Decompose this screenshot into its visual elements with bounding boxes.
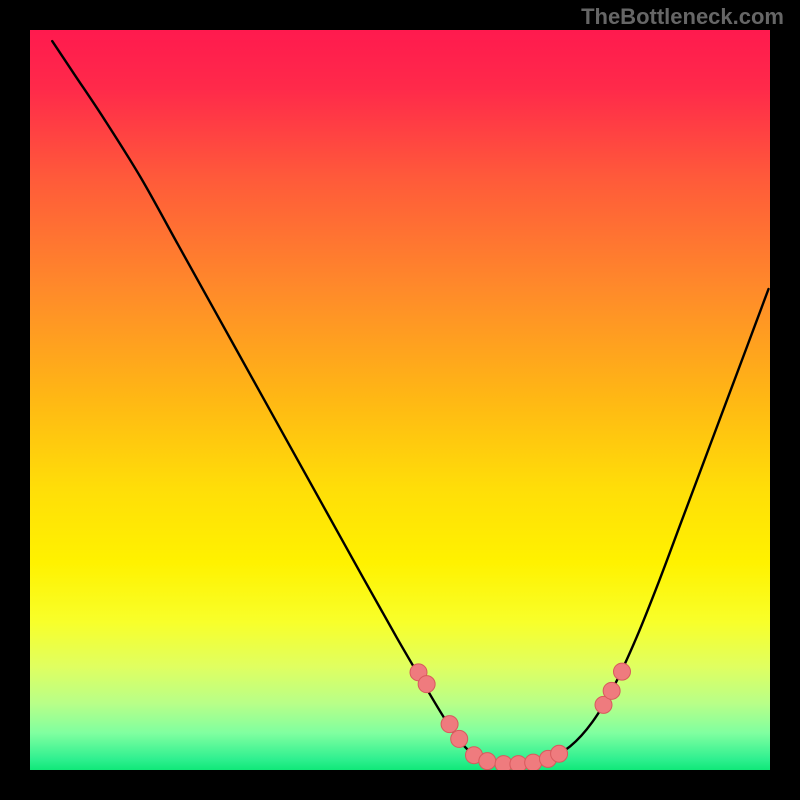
- marker-dot: [551, 745, 568, 762]
- chart-svg: [30, 30, 770, 770]
- marker-dot: [603, 682, 620, 699]
- watermark-text: TheBottleneck.com: [581, 4, 784, 30]
- gradient-background: [30, 30, 770, 770]
- marker-dot: [418, 676, 435, 693]
- marker-dot: [479, 753, 496, 770]
- marker-dot: [451, 730, 468, 747]
- chart-container: TheBottleneck.com: [0, 0, 800, 800]
- marker-dot: [525, 754, 542, 770]
- marker-dot: [441, 716, 458, 733]
- marker-dot: [614, 663, 631, 680]
- plot-area: [30, 30, 770, 770]
